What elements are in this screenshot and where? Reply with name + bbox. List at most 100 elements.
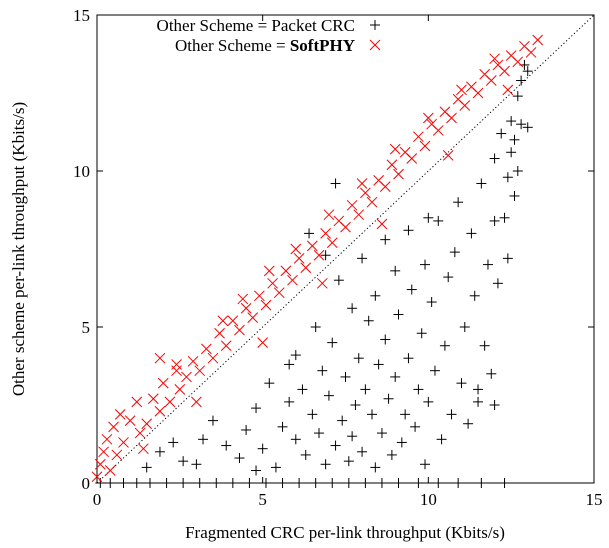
point-packet-crc bbox=[420, 259, 431, 270]
point-softphy-d2 bbox=[353, 209, 365, 221]
y-tick-label: 0 bbox=[82, 474, 91, 493]
point-softphy bbox=[247, 312, 259, 323]
point-packet-crc bbox=[251, 403, 262, 414]
point-packet-crc bbox=[512, 166, 523, 176]
point-softphy-d2 bbox=[456, 84, 467, 96]
point-softphy-d2 bbox=[386, 159, 398, 171]
legend-label-softphy: Other Scheme = SoftPHY bbox=[175, 36, 355, 55]
legend-marker-packet-crc bbox=[370, 20, 380, 30]
point-packet-crc bbox=[423, 212, 434, 223]
point-packet-crc bbox=[390, 265, 401, 276]
point-softphy bbox=[134, 427, 146, 439]
point-softphy-d2 bbox=[320, 228, 331, 239]
point-softphy bbox=[171, 365, 182, 377]
point-softphy-d2 bbox=[267, 277, 278, 289]
point-packet-crc bbox=[310, 322, 321, 332]
point-packet-crc bbox=[347, 303, 358, 314]
point-packet-crc bbox=[426, 297, 437, 308]
point-packet-crc bbox=[353, 353, 364, 364]
point-softphy-d2 bbox=[174, 384, 186, 395]
point-softphy-d2 bbox=[257, 337, 269, 348]
point-packet-crc bbox=[221, 440, 232, 451]
point-softphy-d2 bbox=[154, 405, 166, 417]
point-softphy-d2 bbox=[452, 93, 464, 105]
point-softphy-d2 bbox=[512, 56, 524, 68]
point-packet-crc bbox=[198, 434, 209, 445]
point-packet-crc bbox=[522, 66, 533, 77]
point-packet-crc bbox=[178, 478, 189, 488]
point-softphy bbox=[98, 446, 109, 458]
point-packet-crc bbox=[284, 396, 295, 407]
point-packet-crc bbox=[118, 478, 129, 488]
point-packet-crc bbox=[207, 415, 218, 426]
point-softphy bbox=[171, 359, 182, 370]
point-softphy-d2 bbox=[237, 293, 249, 305]
point-packet-crc bbox=[105, 478, 116, 488]
point-packet-crc bbox=[499, 212, 510, 223]
point-softphy bbox=[240, 302, 252, 314]
point-softphy-d2 bbox=[108, 421, 119, 433]
point-softphy bbox=[472, 87, 484, 99]
point-softphy bbox=[459, 100, 471, 111]
point-packet-crc bbox=[141, 462, 152, 473]
point-softphy bbox=[114, 409, 126, 420]
point-softphy bbox=[91, 471, 103, 483]
point-packet-crc bbox=[380, 234, 391, 245]
point-softphy bbox=[263, 265, 275, 277]
point-softphy-d2 bbox=[194, 365, 206, 377]
point-softphy-d2 bbox=[413, 131, 424, 143]
point-softphy-d2 bbox=[104, 465, 116, 476]
point-softphy-d2 bbox=[393, 168, 404, 180]
point-softphy-d2 bbox=[432, 125, 444, 136]
point-softphy bbox=[525, 47, 537, 58]
point-packet-crc bbox=[499, 478, 510, 488]
point-packet-crc bbox=[512, 91, 523, 102]
x-axis-title: Fragmented CRC per-link throughput (Kbit… bbox=[185, 523, 505, 542]
point-softphy-d2 bbox=[287, 274, 298, 286]
point-packet-crc bbox=[489, 215, 500, 226]
point-softphy-d2 bbox=[316, 277, 328, 289]
point-packet-crc bbox=[327, 478, 338, 488]
point-softphy bbox=[280, 265, 292, 277]
point-packet-crc bbox=[406, 284, 417, 295]
point-softphy bbox=[234, 324, 245, 336]
point-softphy-d2 bbox=[220, 340, 232, 352]
point-softphy-d2 bbox=[532, 34, 544, 46]
point-softphy-d2 bbox=[141, 418, 153, 430]
point-softphy-d2 bbox=[154, 352, 166, 364]
point-packet-crc bbox=[420, 459, 431, 470]
point-softphy-d2 bbox=[131, 396, 143, 408]
y-equals-x-reference-line bbox=[96, 14, 595, 484]
point-softphy bbox=[207, 352, 219, 364]
point-packet-crc bbox=[446, 409, 457, 420]
point-softphy bbox=[442, 150, 454, 161]
x-tick-label: 0 bbox=[93, 490, 102, 509]
point-softphy-d2 bbox=[157, 377, 169, 389]
point-softphy bbox=[313, 249, 325, 261]
point-packet-crc bbox=[330, 178, 341, 189]
point-softphy bbox=[220, 340, 232, 352]
point-softphy-d2 bbox=[207, 352, 219, 364]
point-packet-crc bbox=[482, 259, 493, 270]
point-softphy bbox=[181, 371, 192, 383]
point-packet-crc bbox=[469, 290, 480, 301]
point-softphy bbox=[413, 131, 424, 143]
point-softphy-d2 bbox=[191, 396, 202, 408]
point-packet-crc bbox=[320, 459, 331, 470]
point-softphy-d2 bbox=[459, 100, 471, 111]
point-packet-crc bbox=[367, 409, 378, 420]
point-packet-crc bbox=[350, 400, 361, 410]
point-packet-crc bbox=[317, 365, 328, 376]
point-packet-crc bbox=[393, 309, 404, 320]
y-axis-title: Other scheme per-link throughput (Kbits/… bbox=[9, 102, 28, 396]
point-softphy bbox=[214, 327, 225, 339]
point-packet-crc bbox=[323, 390, 334, 401]
point-packet-crc bbox=[463, 418, 474, 429]
point-packet-crc bbox=[257, 443, 268, 454]
point-softphy-d2 bbox=[171, 359, 182, 370]
point-softphy-d2 bbox=[376, 218, 388, 230]
point-packet-crc bbox=[413, 478, 424, 488]
point-softphy bbox=[489, 53, 500, 65]
point-softphy bbox=[194, 365, 206, 377]
point-packet-crc bbox=[154, 446, 165, 457]
